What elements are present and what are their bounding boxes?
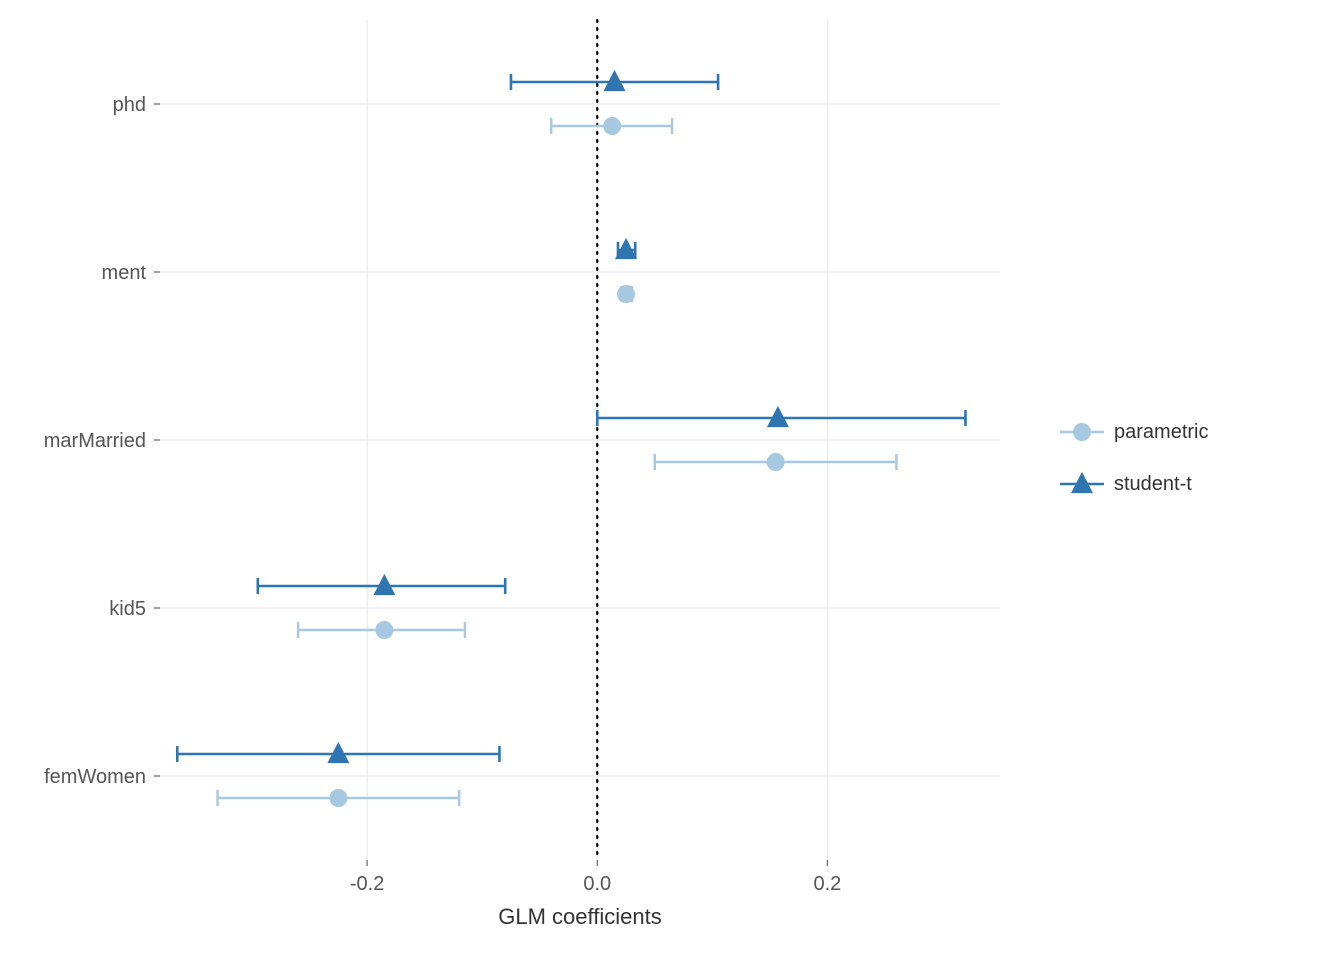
ytick-label: phd [113,94,146,116]
point-circle [603,117,621,135]
ytick-label: femWomen [44,766,146,788]
legend-item: parametric [1060,420,1208,444]
xtick-label: 0.2 [813,873,841,895]
legend: parametric student-t [1060,420,1208,496]
xaxis-title: GLM coefficients [498,904,661,929]
ytick-label: marMarried [44,430,146,452]
legend-item: student-t [1060,472,1208,496]
xtick-label: 0.0 [583,873,611,895]
legend-label: student-t [1114,473,1192,496]
circle-icon [1060,420,1104,444]
ytick-label: kid5 [109,598,146,620]
point-circle [329,789,347,807]
legend-label: parametric [1114,421,1208,444]
triangle-icon [1060,472,1104,496]
point-circle [375,621,393,639]
ytick-label: ment [102,262,147,284]
point-circle [767,453,785,471]
xtick-label: -0.2 [350,873,384,895]
coefficient-plot: phd ment marMarried kid5 femWomen -0.2 0.0 0.2 G… [0,0,1344,960]
point-circle [617,285,635,303]
